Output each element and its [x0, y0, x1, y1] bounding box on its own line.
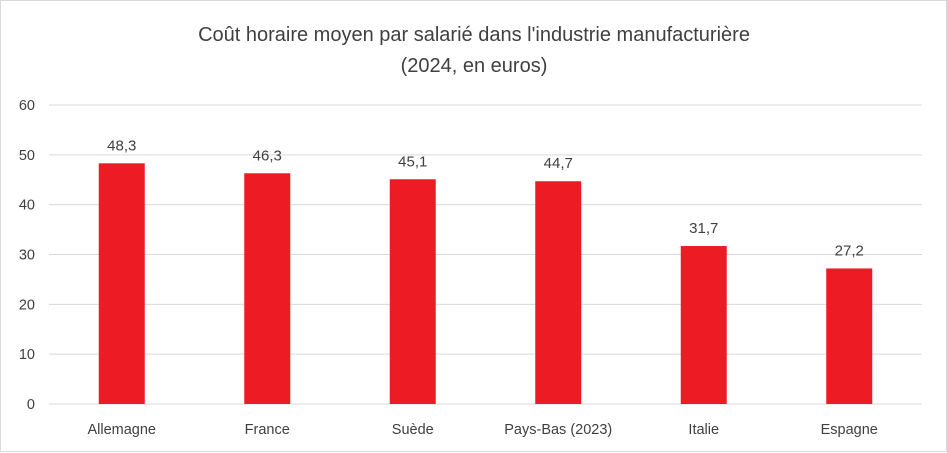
x-category-label: Italie	[688, 422, 719, 438]
chart-title-line1: Coût horaire moyen par salarié dans l'in…	[198, 24, 750, 46]
data-label: 48,3	[107, 137, 136, 154]
y-tick-label: 30	[19, 248, 35, 264]
bar	[826, 268, 873, 404]
y-tick-label: 40	[19, 198, 35, 214]
bar	[98, 163, 145, 404]
y-tick-label: 10	[19, 347, 35, 363]
chart-title-line2: (2024, en euros)	[401, 55, 548, 77]
bars	[98, 163, 873, 404]
bar	[244, 173, 291, 404]
gridlines	[49, 104, 922, 405]
x-category-label: Pays-Bas (2023)	[504, 422, 612, 438]
y-axis-ticks: 0 10 20 30 40 50 60	[19, 98, 35, 413]
data-label: 31,7	[689, 220, 718, 237]
data-labels: 48,3 46,3 45,1 44,7 31,7 27,2	[107, 137, 864, 259]
y-tick-label: 60	[19, 98, 35, 114]
y-tick-label: 0	[27, 397, 35, 413]
x-category-label: Suède	[392, 422, 434, 438]
x-category-label: Espagne	[821, 422, 878, 438]
data-label: 27,2	[835, 242, 864, 259]
data-label: 45,1	[398, 153, 427, 170]
x-category-label: France	[245, 422, 290, 438]
y-tick-label: 50	[19, 148, 35, 164]
bar	[535, 181, 582, 404]
bar	[680, 246, 727, 404]
data-label: 44,7	[544, 155, 573, 172]
x-axis-categories: Allemagne France Suède Pays-Bas (2023) Itali…	[87, 422, 877, 438]
x-category-label: Allemagne	[87, 422, 156, 438]
data-label: 46,3	[253, 147, 282, 164]
bar	[389, 179, 436, 404]
y-tick-label: 20	[19, 297, 35, 313]
